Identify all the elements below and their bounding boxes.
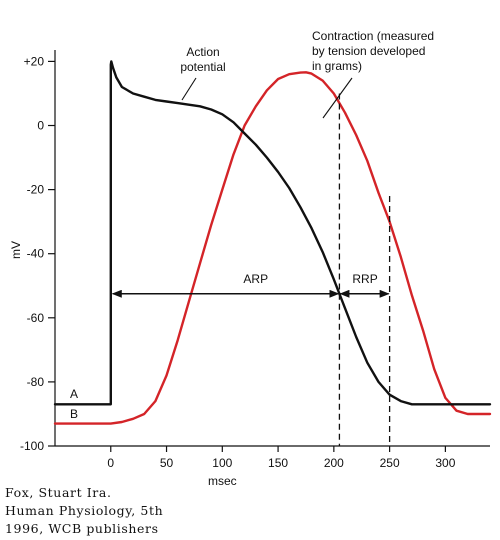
x-tick-label: 300: [435, 456, 455, 470]
x-tick-label: 100: [212, 456, 232, 470]
y-tick-label: 0: [37, 119, 44, 133]
y-tick-label: -40: [27, 247, 45, 261]
contraction-label-line: in grams): [312, 59, 362, 73]
x-tick-label: 200: [324, 456, 344, 470]
credit-title: Human Physiology, 5th: [5, 503, 164, 518]
y-tick-label: +20: [24, 54, 45, 68]
credit-author: Fox, Stuart Ira.: [5, 485, 112, 500]
y-tick-label: -100: [20, 439, 44, 453]
annotation-layer: ARP RRP AB Action potential Contraction (meas…: [70, 29, 434, 446]
axes: 0 50 100 150 200 250 300 +200-20-40-60-80-100 …: [9, 50, 490, 488]
y-axis-label: mV: [9, 241, 23, 259]
x-tick-label: 50: [160, 456, 174, 470]
arp-label: ARP: [243, 272, 268, 286]
series-layer: [53, 60, 492, 425]
action-potential-line: [53, 60, 492, 406]
action-potential-label-line: potential: [180, 60, 225, 74]
contraction-leader: [322, 77, 353, 119]
action-potential-leader: [181, 77, 197, 101]
contraction-label-line: Contraction (measured: [312, 29, 434, 43]
label-b: B: [70, 407, 78, 421]
y-tick-label: -60: [27, 311, 45, 325]
y-tick-label: -80: [27, 375, 45, 389]
x-tick-label: 250: [380, 456, 400, 470]
rrp-label: RRP: [352, 272, 377, 286]
contraction-line: [53, 71, 492, 425]
credit-publisher: 1996, WCB publishers: [5, 521, 159, 536]
y-tick-label: -20: [27, 183, 45, 197]
y-ticks: +20 0 -20 -40 -60 -80 -100: [20, 54, 55, 453]
x-tick-label: 150: [268, 456, 288, 470]
action-potential-label-line: Action: [186, 45, 219, 59]
action-potential-label: Action potential: [180, 45, 225, 74]
label-a: A: [70, 387, 78, 401]
x-axis-label: msec: [208, 474, 237, 488]
x-ticks: 0 50 100 150 200 250 300: [107, 446, 456, 470]
source-credit: Fox, Stuart Ira. Human Physiology, 5th 1…: [5, 484, 163, 538]
contraction-label: Contraction (measured by tension develope…: [312, 29, 434, 73]
x-tick-label: 0: [107, 456, 114, 470]
contraction-label-line: by tension developed: [312, 44, 425, 58]
